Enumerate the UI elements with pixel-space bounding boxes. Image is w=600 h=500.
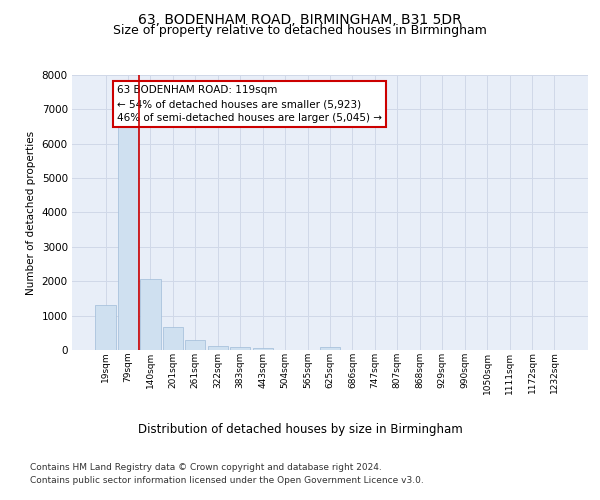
- Text: Distribution of detached houses by size in Birmingham: Distribution of detached houses by size …: [137, 422, 463, 436]
- Bar: [230, 348, 250, 350]
- Text: Contains public sector information licensed under the Open Government Licence v3: Contains public sector information licen…: [30, 476, 424, 485]
- Bar: [208, 346, 228, 350]
- Text: 63 BODENHAM ROAD: 119sqm
← 54% of detached houses are smaller (5,923)
46% of sem: 63 BODENHAM ROAD: 119sqm ← 54% of detach…: [117, 86, 382, 124]
- Y-axis label: Number of detached properties: Number of detached properties: [26, 130, 36, 294]
- Bar: [185, 340, 205, 350]
- Bar: [140, 278, 161, 350]
- Bar: [95, 306, 116, 350]
- Text: 63, BODENHAM ROAD, BIRMINGHAM, B31 5DR: 63, BODENHAM ROAD, BIRMINGHAM, B31 5DR: [138, 12, 462, 26]
- Bar: [118, 125, 138, 350]
- Bar: [253, 348, 273, 350]
- Text: Size of property relative to detached houses in Birmingham: Size of property relative to detached ho…: [113, 24, 487, 37]
- Bar: [163, 326, 183, 350]
- Bar: [320, 347, 340, 350]
- Text: Contains HM Land Registry data © Crown copyright and database right 2024.: Contains HM Land Registry data © Crown c…: [30, 462, 382, 471]
